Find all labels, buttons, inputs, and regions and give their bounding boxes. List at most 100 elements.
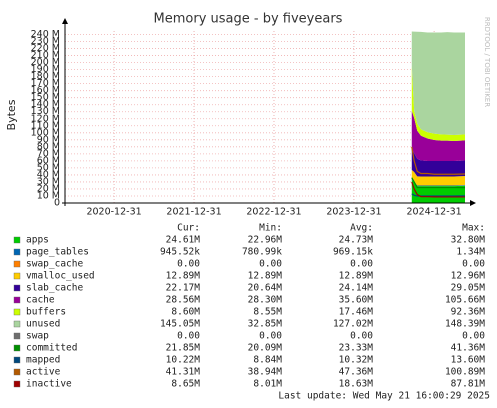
legend-stat: 0.00 xyxy=(462,259,485,270)
legend-label: slab_cache xyxy=(26,283,83,294)
chart-title: Memory usage - by fiveyears xyxy=(154,12,343,27)
plot xyxy=(411,31,466,203)
legend-stat: 22.17M xyxy=(166,283,201,294)
legend-label: apps xyxy=(26,235,49,246)
y-tick-label: 30 M xyxy=(37,176,60,187)
legend-stat: 29.05M xyxy=(451,283,486,294)
legend-stat: 12.89M xyxy=(248,271,283,282)
y-tick-label: 60 M xyxy=(37,155,60,166)
y-axis-label: Bytes xyxy=(5,99,18,130)
legend-stat: 969.15k xyxy=(333,247,373,258)
y-tick-label: 110 M xyxy=(31,120,60,131)
axes xyxy=(62,18,476,206)
legend-label: page_tables xyxy=(26,247,89,258)
legend-swatch xyxy=(13,368,21,376)
legend-stat: 12.96M xyxy=(451,271,486,282)
legend-stat: 10.22M xyxy=(166,355,201,366)
legend-stat: 8.01M xyxy=(253,379,282,390)
legend-stat: 23.33M xyxy=(339,343,374,354)
legend-stat: 8.60M xyxy=(171,307,200,318)
y-tick-label: 180 M xyxy=(31,71,60,82)
side-text: RRDTOOL / TOBI OETIKER xyxy=(483,17,491,107)
legend-stat: 127.02M xyxy=(333,319,373,330)
legend-stat: 24.61M xyxy=(166,235,201,246)
legend-stat: 24.73M xyxy=(339,235,374,246)
stacked-area xyxy=(411,149,465,177)
y-tick-label: 230 M xyxy=(31,36,60,47)
legend-stat: 0.00 xyxy=(350,331,373,342)
legend-label: swap_cache xyxy=(26,259,83,270)
y-tick-label: 0 xyxy=(54,198,60,209)
y-tick-label: 160 M xyxy=(31,85,60,96)
line xyxy=(411,146,466,175)
legend-label: inactive xyxy=(26,379,72,390)
legend-stat: 0.00 xyxy=(177,331,200,342)
legend-stat: 47.36M xyxy=(339,367,374,378)
stacked-area xyxy=(411,110,465,162)
legend-label: vmalloc_used xyxy=(26,271,95,282)
legend: Cur: Min: Avg: Max: apps 24.61M 22.96M 24.73M 32… xyxy=(13,223,486,390)
y-tick-label: 140 M xyxy=(31,99,60,110)
stat-header: Max: xyxy=(462,223,485,234)
legend-swatch xyxy=(13,320,21,328)
legend-stat: 92.36M xyxy=(451,307,486,318)
line xyxy=(411,177,466,189)
legend-stat: 12.89M xyxy=(166,271,201,282)
x-tick-label: 2023-12-31 xyxy=(326,207,381,218)
legend-label: active xyxy=(26,367,61,378)
legend-stat: 100.89M xyxy=(445,367,485,378)
legend-stat: 21.85M xyxy=(166,343,201,354)
y-tick-label: 10 M xyxy=(37,190,60,201)
legend-stat: 28.56M xyxy=(166,295,201,306)
y-tick-label: 200 M xyxy=(31,57,60,68)
legend-swatch xyxy=(13,356,21,364)
y-tick-label: 190 M xyxy=(31,64,60,75)
legend-stat: 35.60M xyxy=(339,295,374,306)
legend-stat: 1.34M xyxy=(456,247,485,258)
y-tick-label: 50 M xyxy=(37,162,60,173)
legend-stat: 28.30M xyxy=(248,295,283,306)
x-tick-label: 2022-12-31 xyxy=(246,207,301,218)
legend-stat: 18.63M xyxy=(339,379,374,390)
stat-header: Min: xyxy=(259,223,282,234)
legend-stat: 87.81M xyxy=(451,379,486,390)
legend-swatch xyxy=(13,308,21,316)
legend-stat: 41.31M xyxy=(166,367,201,378)
legend-stat: 0.00 xyxy=(177,259,200,270)
legend-stat: 20.09M xyxy=(248,343,283,354)
y-tick-label: 210 M xyxy=(31,50,60,61)
y-axis-arrow xyxy=(62,18,68,24)
legend-stat: 32.85M xyxy=(248,319,283,330)
legend-swatch xyxy=(13,296,21,304)
legend-stat: 20.64M xyxy=(248,283,283,294)
legend-swatch xyxy=(13,380,21,388)
legend-stat: 105.66M xyxy=(445,295,485,306)
legend-stat: 0.00 xyxy=(259,331,282,342)
legend-stat: 8.65M xyxy=(171,379,200,390)
y-tick-label: 150 M xyxy=(31,92,60,103)
line xyxy=(411,193,466,197)
stat-header: Avg: xyxy=(350,223,373,234)
legend-swatch xyxy=(13,272,21,280)
legend-stat: 0.00 xyxy=(462,331,485,342)
legend-stat: 24.14M xyxy=(339,283,374,294)
stat-header: Cur: xyxy=(177,223,200,234)
y-tick-label: 90 M xyxy=(37,134,60,145)
y-tick-label: 20 M xyxy=(37,183,60,194)
y-tick-label: 80 M xyxy=(37,141,60,152)
legend-swatch xyxy=(13,236,21,244)
legend-label: mapped xyxy=(26,355,60,366)
legend-stat: 41.36M xyxy=(451,343,486,354)
y-tick-label: 130 M xyxy=(31,106,60,117)
y-tick-label: 170 M xyxy=(31,78,60,89)
y-tick-label: 120 M xyxy=(31,113,60,124)
legend-label: committed xyxy=(26,343,77,354)
x-tick-label: 2024-12-31 xyxy=(407,207,462,218)
legend-stat: 22.96M xyxy=(248,235,283,246)
legend-swatch xyxy=(13,344,21,352)
grid: 010 M20 M30 M40 M50 M60 M70 M80 M90 M100… xyxy=(31,29,465,218)
y-tick-label: 40 M xyxy=(37,169,60,180)
legend-swatch xyxy=(13,248,21,256)
legend-stat: 17.46M xyxy=(339,307,374,318)
legend-stat: 945.52k xyxy=(160,247,200,258)
